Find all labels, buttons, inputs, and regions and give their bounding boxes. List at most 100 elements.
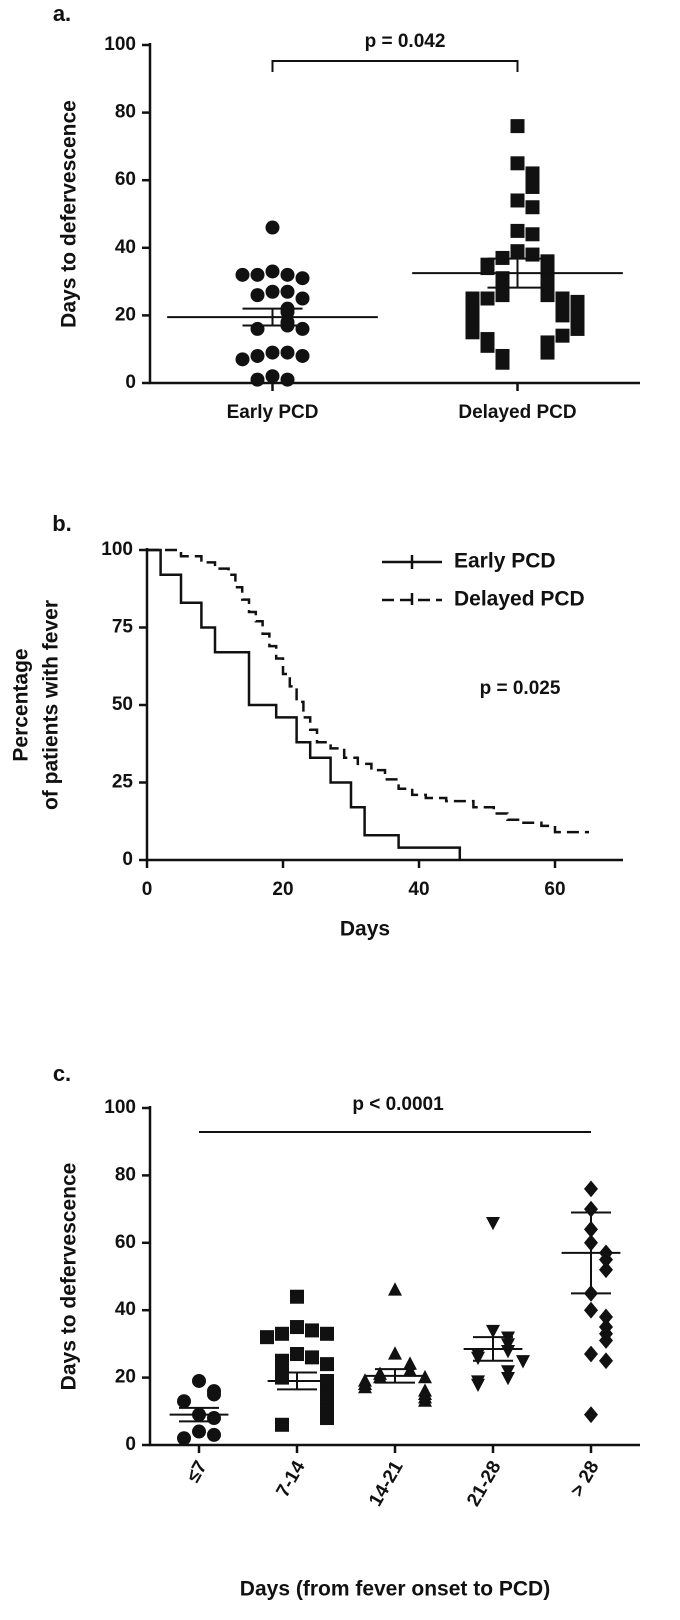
point <box>265 369 280 384</box>
point <box>290 1347 304 1362</box>
point <box>192 1373 206 1388</box>
point <box>584 1301 598 1319</box>
point <box>501 1372 515 1386</box>
y-tick-label: 100 <box>101 539 133 560</box>
y-tick-label: 25 <box>112 772 134 793</box>
x-tick-label: 21-28 <box>463 1458 505 1511</box>
annotation: p < 0.0001 <box>352 1094 444 1115</box>
point <box>320 1326 334 1341</box>
y-tick-label: 80 <box>115 1164 136 1185</box>
annotation: p = 0.025 <box>480 678 561 699</box>
point <box>265 220 280 235</box>
error-bar <box>242 307 303 327</box>
y-tick-label: 60 <box>115 169 136 190</box>
point <box>403 1356 417 1370</box>
point <box>510 119 525 134</box>
point <box>486 1324 500 1339</box>
point <box>280 372 295 387</box>
point <box>471 1378 485 1393</box>
y-tick-label: 20 <box>115 304 136 325</box>
panel-label: a. <box>53 1 71 26</box>
y-tick-label: 75 <box>112 617 134 638</box>
point <box>235 267 250 282</box>
point <box>295 271 310 286</box>
x-tick-label: Early PCD <box>227 402 319 423</box>
point <box>320 1411 334 1426</box>
point <box>418 1369 432 1384</box>
point <box>525 200 540 215</box>
y-axis-label: Days to defervescence <box>58 100 81 328</box>
point <box>265 284 280 299</box>
point <box>584 1200 598 1218</box>
point <box>510 193 525 208</box>
point <box>295 348 310 363</box>
y-tick-label: 40 <box>115 237 136 258</box>
point <box>280 284 295 299</box>
legend-label: Delayed PCD <box>454 588 585 611</box>
point <box>235 352 250 367</box>
point <box>599 1332 613 1349</box>
error-bar <box>277 1371 317 1391</box>
y-tick-label: 40 <box>115 1299 136 1320</box>
point <box>280 345 295 360</box>
point <box>516 1355 530 1369</box>
error-bar <box>571 1211 611 1295</box>
point <box>510 244 525 259</box>
y-axis-label: Percentage <box>10 648 33 761</box>
x-tick-label: ≤7 <box>183 1458 212 1487</box>
y-tick-label: 100 <box>104 34 136 55</box>
point <box>305 1350 319 1365</box>
x-tick-label: 20 <box>272 879 293 900</box>
point <box>501 1338 515 1352</box>
point <box>358 1380 372 1394</box>
point <box>207 1427 221 1442</box>
y-tick-label: 0 <box>122 849 133 870</box>
bracket <box>271 60 519 72</box>
error-bar <box>487 257 548 289</box>
point <box>465 325 480 340</box>
point <box>275 1326 289 1341</box>
point <box>250 288 265 303</box>
survival-line <box>147 548 589 834</box>
y-tick-label: 100 <box>104 1097 136 1118</box>
error-bar <box>473 1336 513 1362</box>
point <box>275 1417 289 1432</box>
point <box>555 328 570 343</box>
point <box>510 223 525 238</box>
point <box>295 291 310 306</box>
point <box>207 1411 221 1426</box>
point <box>584 1180 598 1198</box>
point <box>570 321 585 336</box>
point <box>250 348 265 363</box>
point <box>418 1393 432 1407</box>
point <box>388 1282 402 1296</box>
point <box>480 291 495 306</box>
point <box>265 345 280 360</box>
annotation: p = 0.042 <box>365 31 446 52</box>
point <box>540 345 555 360</box>
x-tick-label: 40 <box>408 879 429 900</box>
x-axis-label: Days <box>340 918 390 941</box>
y-tick-label: 20 <box>115 1367 136 1388</box>
point <box>599 1251 613 1269</box>
x-tick-label: 7-14 <box>272 1457 309 1501</box>
y-tick-label: 50 <box>112 694 133 715</box>
legend-line <box>382 593 442 607</box>
point <box>584 1406 598 1424</box>
point <box>501 1331 515 1345</box>
y-axis-label: of patients with fever <box>40 600 63 810</box>
point <box>486 1216 500 1231</box>
point <box>295 321 310 336</box>
point <box>480 338 495 353</box>
point <box>525 227 540 242</box>
x-tick-label: > 28 <box>567 1458 604 1501</box>
x-tick-label: 14-21 <box>365 1457 408 1510</box>
point <box>495 274 510 289</box>
error-bar <box>179 1406 219 1423</box>
y-tick-label: 80 <box>115 102 136 123</box>
point <box>495 288 510 303</box>
point <box>265 264 280 279</box>
point <box>584 1345 598 1363</box>
point <box>599 1308 613 1326</box>
